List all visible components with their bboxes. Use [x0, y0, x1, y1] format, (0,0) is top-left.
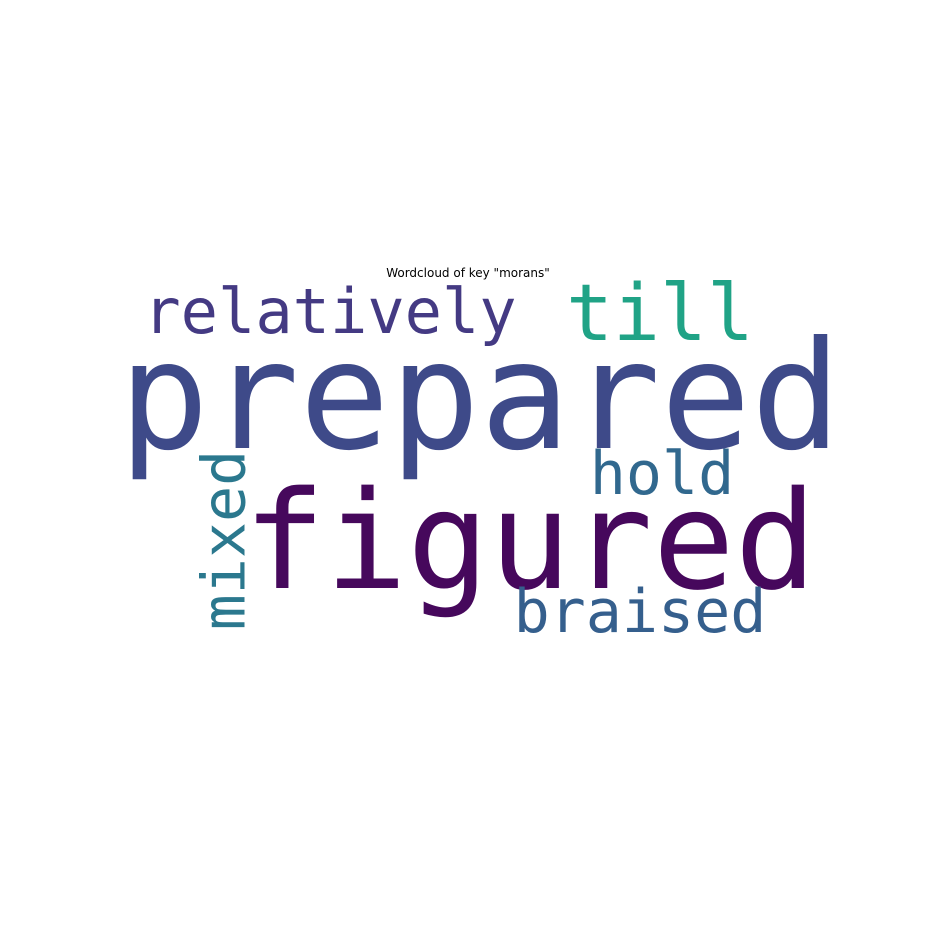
word-prepared: prepared — [119, 310, 841, 484]
word-relatively: relatively — [143, 275, 516, 348]
word-till: till — [566, 269, 754, 359]
word-mixed: mixed — [190, 450, 260, 631]
chart-title: Wordcloud of key "morans" — [386, 266, 550, 280]
word-braised: braised — [514, 577, 767, 647]
word-figured: figured — [243, 463, 816, 621]
word-hold: hold — [590, 439, 735, 509]
